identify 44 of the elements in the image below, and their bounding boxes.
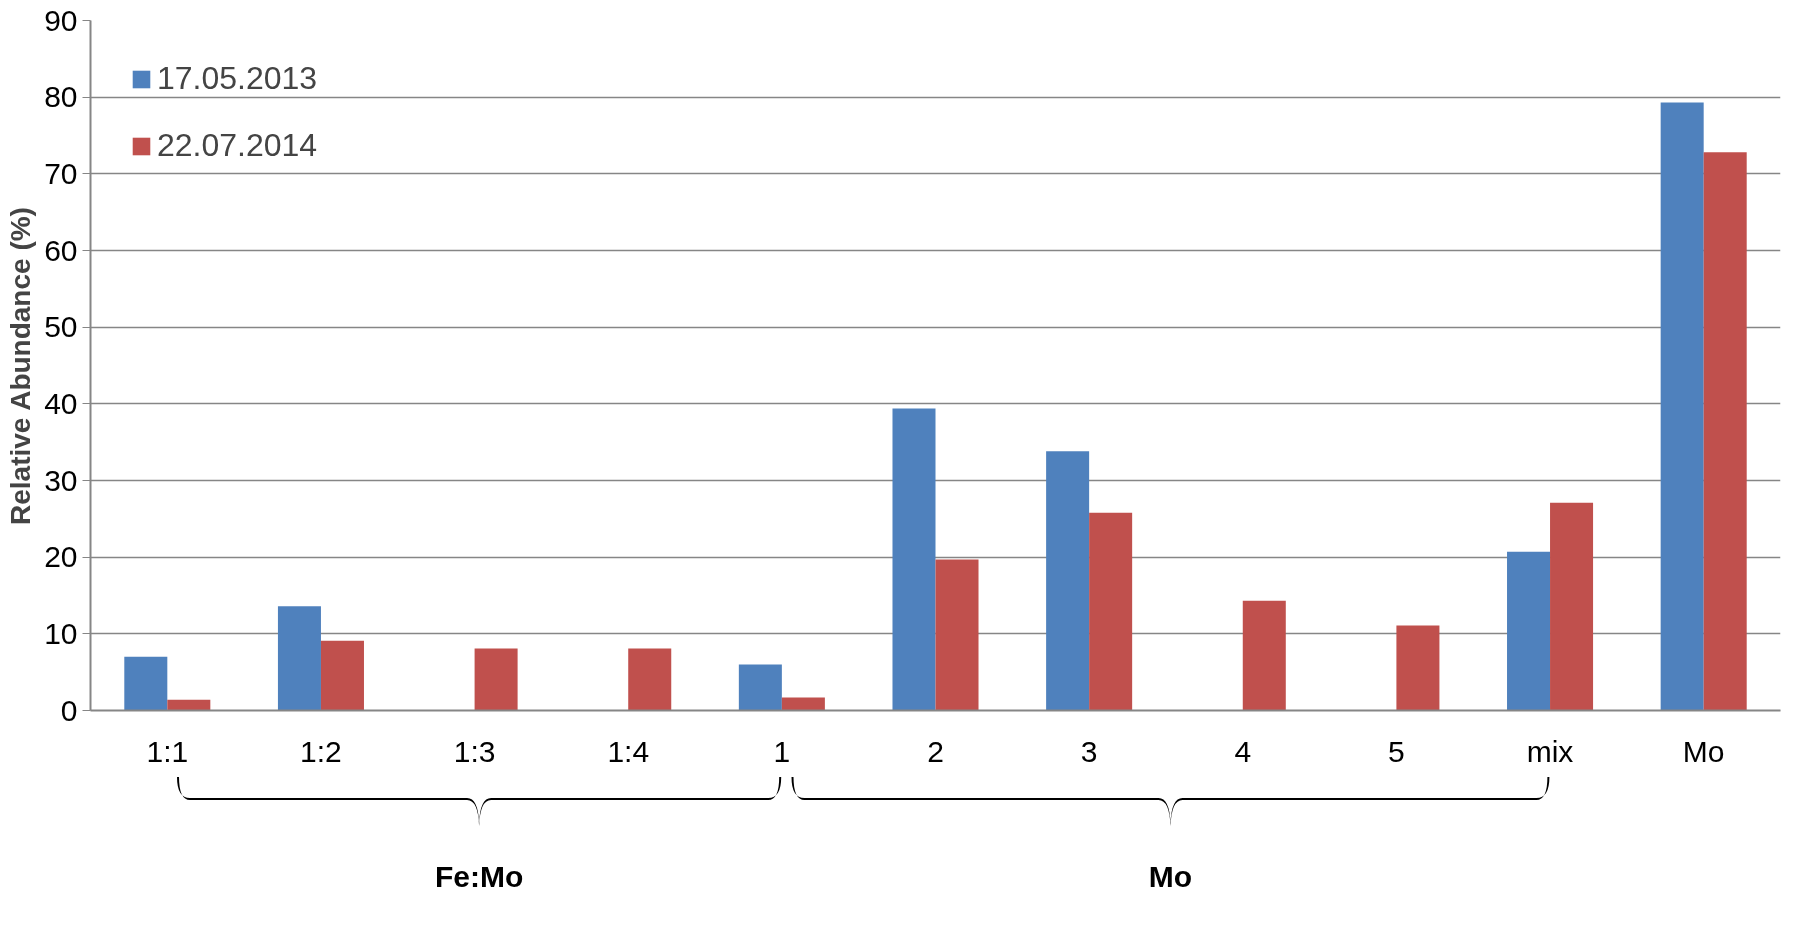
y-tick-label: 0 [60,693,78,727]
bar [1242,600,1286,711]
y-tick-label: 30 [44,463,78,497]
bar [1507,551,1551,711]
y-tick-label: 60 [44,233,78,267]
y-tick-label: 70 [44,156,78,190]
bar [935,559,979,711]
x-tick-label: 5 [1388,734,1405,768]
x-tick-label: 3 [1080,734,1098,768]
y-axis-title: Relative Abundance (%) [5,207,37,525]
bar [1660,102,1704,711]
x-tick-label: mix [1526,734,1574,768]
bar [738,664,782,711]
bar [892,408,936,711]
bar [1550,502,1594,711]
bar [124,656,168,711]
x-tick-label: 1 [773,734,791,768]
bar [781,697,825,711]
y-tick-label: 80 [44,80,78,114]
x-tick-label: 1:4 [607,734,650,768]
x-tick-label: Mo [1682,734,1725,768]
y-tick-label: 90 [44,3,78,37]
bar [320,640,364,711]
x-tick-label: 1:3 [453,734,496,768]
text: Mo [1148,860,1193,893]
legend-label: 17.05.2013 [157,60,318,97]
y-tick-label: 50 [44,310,78,344]
x-tick-label: 2 [927,734,944,768]
bar [1703,152,1747,711]
x-tick-label: 4 [1234,734,1252,768]
legend-label: 22.07.2014 [157,127,318,164]
x-tick-label: 1:1 [146,734,189,768]
bar [277,606,321,711]
y-tick-label: 20 [44,540,78,574]
bar [167,699,211,711]
y-tick-label: 40 [44,386,78,420]
y-tick-label: 10 [44,616,78,650]
bar [1046,451,1090,711]
bar [1396,625,1440,711]
text: Fe:Mo [434,860,524,893]
bar [1089,512,1133,711]
x-tick-label: 1:2 [300,734,342,768]
bar [628,648,672,711]
bar [474,648,518,711]
